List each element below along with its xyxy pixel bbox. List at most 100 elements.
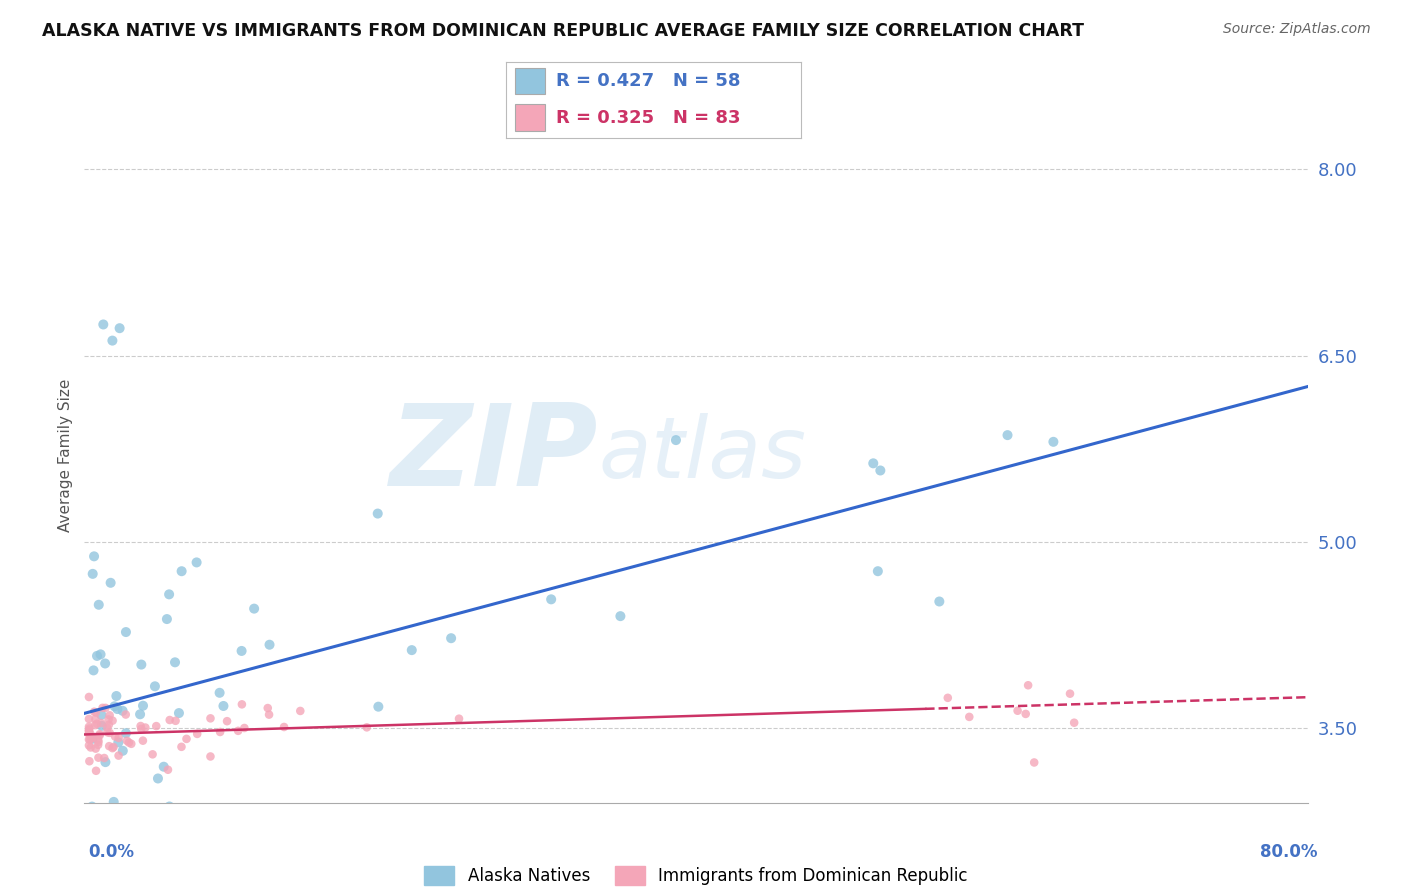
Point: [165, 714, 187, 728]
Point: [105, 702, 128, 716]
Point: [129, 719, 152, 733]
Point: [105, 689, 128, 703]
Point: [84, 718, 107, 732]
Point: [87, 750, 110, 764]
FancyBboxPatch shape: [515, 68, 544, 95]
Point: [104, 730, 127, 744]
Point: [90, 716, 112, 731]
Point: [273, 720, 295, 734]
Point: [103, 739, 125, 754]
Point: [257, 707, 280, 722]
Text: R = 0.325   N = 83: R = 0.325 N = 83: [557, 109, 741, 127]
Point: [447, 712, 470, 726]
Point: [132, 698, 155, 713]
Point: [152, 760, 174, 774]
Point: [200, 749, 222, 764]
Point: [86, 648, 108, 663]
Point: [97, 713, 120, 727]
Point: [77, 726, 100, 740]
Point: [83, 549, 105, 564]
Point: [94, 701, 117, 715]
Point: [77, 739, 100, 753]
Point: [77, 720, 100, 734]
Point: [87, 735, 110, 749]
Text: R = 0.427   N = 58: R = 0.427 N = 58: [557, 72, 741, 90]
Point: [156, 763, 179, 777]
Point: [142, 747, 165, 762]
Point: [111, 744, 134, 758]
Point: [101, 741, 124, 756]
Point: [163, 656, 186, 670]
Point: [84, 764, 107, 778]
Point: [1059, 687, 1081, 701]
Point: [866, 564, 889, 578]
Point: [134, 721, 156, 735]
Text: ALASKA NATIVE VS IMMIGRANTS FROM DOMINICAN REPUBLIC AVERAGE FAMILY SIZE CORRELAT: ALASKA NATIVE VS IMMIGRANTS FROM DOMINIC…: [42, 22, 1084, 40]
Legend: Alaska Natives, Immigrants from Dominican Republic: Alaska Natives, Immigrants from Dominica…: [418, 859, 974, 892]
Point: [936, 690, 959, 705]
Point: [356, 720, 378, 734]
Point: [157, 799, 180, 814]
Point: [115, 625, 138, 640]
FancyBboxPatch shape: [515, 104, 544, 130]
Point: [176, 731, 198, 746]
Point: [1042, 434, 1064, 449]
Point: [665, 433, 688, 447]
Point: [997, 428, 1019, 442]
Point: [156, 612, 179, 626]
Point: [1007, 704, 1029, 718]
Point: [80, 799, 103, 814]
Point: [108, 321, 131, 335]
Point: [256, 701, 278, 715]
Point: [132, 733, 155, 747]
Point: [212, 698, 235, 713]
Point: [440, 631, 463, 645]
Point: [82, 731, 104, 746]
Point: [82, 731, 104, 745]
Point: [367, 699, 389, 714]
Point: [146, 772, 169, 786]
Point: [93, 751, 115, 765]
Point: [367, 507, 389, 521]
Point: [103, 795, 125, 809]
Point: [79, 754, 101, 768]
Point: [84, 706, 107, 720]
Point: [89, 728, 111, 742]
Point: [129, 722, 152, 736]
Point: [170, 564, 193, 578]
Point: [77, 712, 100, 726]
Point: [90, 707, 112, 722]
Point: [609, 609, 631, 624]
Point: [957, 710, 980, 724]
Point: [100, 575, 122, 590]
Point: [1063, 715, 1085, 730]
Point: [157, 587, 180, 601]
Point: [170, 739, 193, 754]
Text: ZIP: ZIP: [389, 400, 598, 510]
Point: [215, 714, 238, 728]
Point: [159, 713, 181, 727]
Point: [231, 698, 253, 712]
Point: [111, 704, 134, 718]
Point: [1024, 756, 1046, 770]
Point: [96, 721, 118, 735]
Point: [186, 727, 208, 741]
Point: [401, 643, 423, 657]
Point: [107, 748, 129, 763]
Text: Source: ZipAtlas.com: Source: ZipAtlas.com: [1223, 22, 1371, 37]
Point: [226, 723, 249, 738]
Point: [150, 802, 173, 816]
Point: [243, 601, 266, 615]
Point: [77, 727, 100, 741]
Point: [79, 727, 101, 741]
Point: [77, 732, 100, 747]
Point: [77, 723, 100, 738]
Point: [259, 638, 281, 652]
Y-axis label: Average Family Size: Average Family Size: [58, 378, 73, 532]
Point: [1017, 678, 1039, 692]
Point: [98, 739, 121, 754]
Point: [231, 644, 253, 658]
Point: [208, 686, 231, 700]
Point: [167, 706, 190, 720]
Point: [77, 722, 100, 736]
